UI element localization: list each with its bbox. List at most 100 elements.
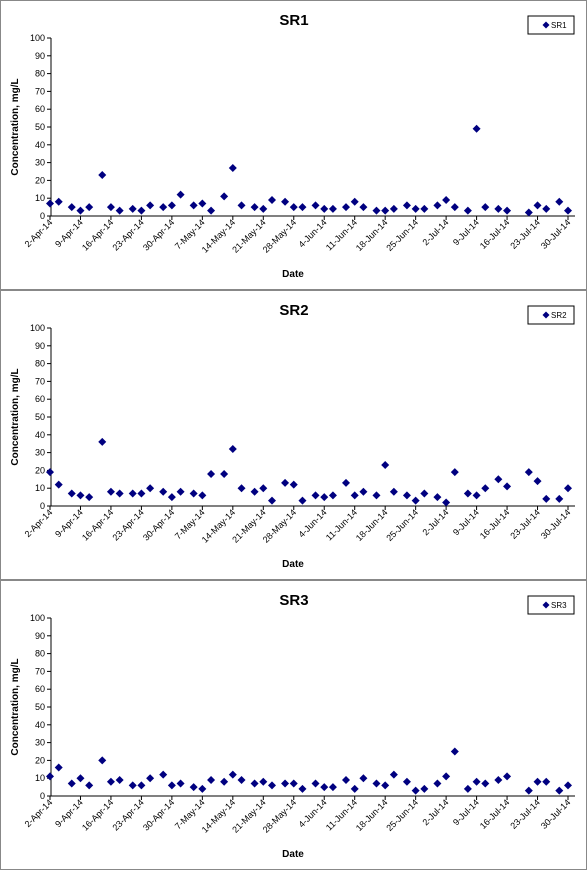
data-point [320,204,329,213]
data-point [115,775,124,784]
data-point [533,777,542,786]
chart-title: SR3 [279,592,308,609]
data-point [350,491,359,500]
data-point [289,779,298,788]
data-point [237,201,246,210]
legend-box [527,595,575,615]
data-point [98,756,107,765]
x-tick-label: 30-Jul-14 [539,507,573,541]
data-point [128,204,137,213]
legend-label: SR2 [551,311,567,320]
data-point [198,784,207,793]
data-point [228,163,237,172]
data-point [372,491,381,500]
legend-marker [542,601,550,609]
data-point [128,781,137,790]
data-point [76,206,85,215]
data-point [106,487,115,496]
chart-panel-sr1: SR1 SR1 0 10 20 30 40 50 60 70 80 90 100 Concentratio… [0,0,587,290]
data-point [359,774,368,783]
data-point [503,206,512,215]
y-tick-label: 70 [35,376,45,386]
legend-marker [542,311,550,319]
data-point [463,206,472,215]
x-tick-label: 28-May-14 [261,217,298,254]
legend: SR2 [527,305,575,325]
y-tick-label: 60 [35,684,45,694]
data-point [481,203,490,212]
x-tick-label: 23-Apr-14 [110,797,145,832]
data-point [450,203,459,212]
chart-sr2: SR2 SR2 0 10 20 30 40 50 60 70 80 90 100 Concentratio… [10,302,575,570]
y-tick-label: 100 [30,323,45,333]
y-tick-label: 0 [40,211,45,221]
x-tick-label: 25-Jun-14 [384,507,420,543]
y-tick-label: 60 [35,394,45,404]
y-axis-label: Concentration, mg/L [10,78,21,175]
data-point [350,197,359,206]
legend-box [527,305,575,325]
x-tick-label: 30-Apr-14 [141,217,176,252]
data-point [442,772,451,781]
y-tick-label: 30 [35,738,45,748]
data-point [85,203,94,212]
x-tick-label: 16-Jul-14 [478,797,512,831]
data-point [289,203,298,212]
data-point [76,491,85,500]
x-tick-label: 2-Jul-14 [420,217,450,247]
data-point [146,774,155,783]
chart-sr3: SR3 SR3 0 10 20 30 40 50 60 70 80 90 100 Concentratio… [10,592,575,860]
data-point [350,784,359,793]
data-point [189,783,198,792]
x-tick-label: 30-Jul-14 [539,217,573,251]
data-point [524,786,533,795]
data-point [411,496,420,505]
data-point [533,477,542,486]
data-point [402,201,411,210]
data-point [472,124,481,133]
x-tick-label: 28-May-14 [261,797,298,834]
data-point [220,469,229,478]
data-point [159,770,168,779]
data-point [167,201,176,210]
data-point [442,498,451,507]
data-point [137,206,146,215]
data-point [342,203,350,212]
y-tick-label: 80 [35,69,45,79]
data-point [311,491,320,500]
x-tick-label: 18-Jun-14 [354,797,390,833]
data-point [311,201,320,210]
data-point [281,478,290,487]
data-point [381,781,390,790]
y-tick-label: 10 [35,193,45,203]
data-point [381,461,390,470]
x-axis-label: Date [282,559,304,570]
data-point [372,206,381,215]
legend-marker [542,21,550,29]
data-point [198,491,207,500]
data-point [281,197,290,206]
data-point [115,206,124,215]
data-point [250,779,259,788]
y-tick-label: 10 [35,483,45,493]
chart-title: SR2 [279,302,308,319]
x-tick-label: 23-Apr-14 [110,507,145,542]
data-point [220,192,229,201]
y-tick-label: 70 [35,86,45,96]
x-tick-label: 23-Jul-14 [508,797,542,831]
y-tick-label: 90 [35,631,45,641]
data-point [98,171,107,180]
data-point [564,484,572,493]
data-point [76,774,85,783]
data-point [481,484,490,493]
x-tick-label: 16-Apr-14 [80,217,115,252]
y-tick-label: 80 [35,359,45,369]
data-point [381,206,390,215]
legend: SR3 [527,595,575,615]
data-point [472,491,481,500]
y-tick-label: 50 [35,412,45,422]
data-point [198,199,207,208]
data-point [268,781,276,790]
data-point [463,784,472,793]
data-point [207,206,216,215]
